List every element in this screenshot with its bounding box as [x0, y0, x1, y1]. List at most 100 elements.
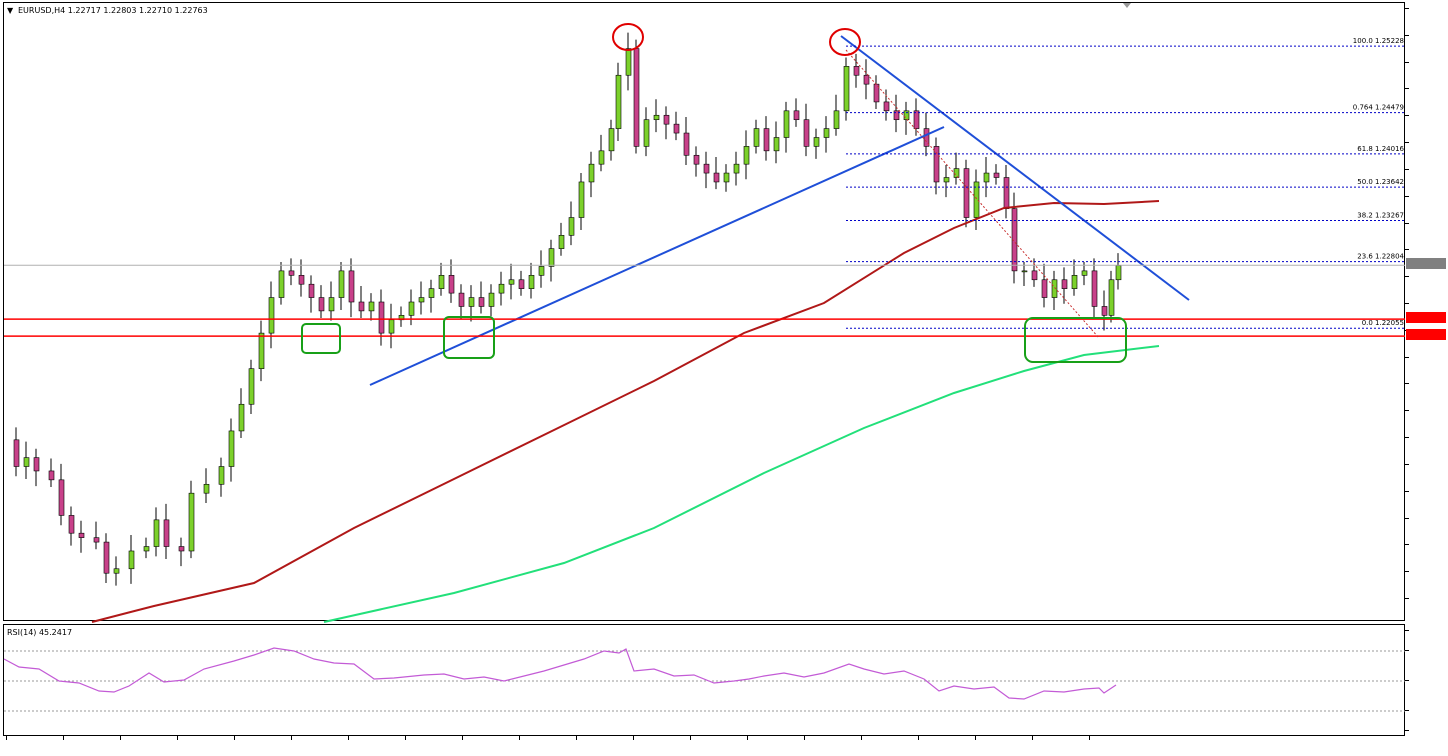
candle-body [228, 430, 235, 467]
symbol-ohlc-label: EURUSD,H4 1.22717 1.22803 1.22710 1.2276… [18, 6, 208, 15]
candle-body [1051, 279, 1058, 298]
candle-body [823, 128, 830, 138]
candle-body [963, 168, 970, 218]
candle-body [478, 297, 485, 307]
candle-body [913, 110, 920, 129]
fib-level-label: 100.0 1.25228 [1353, 37, 1404, 45]
candle-body [358, 301, 365, 312]
price-chart-canvas: 100.0 1.25228 0.764 1.24479 61.8 1.24016 50… [4, 3, 1406, 623]
candle-body [703, 163, 710, 174]
moving-average-200 [323, 345, 1160, 623]
fib-level-label: 0.0 1.22055 [1362, 319, 1404, 327]
candle-body [348, 270, 355, 303]
rsi-canvas [3, 647, 1406, 712]
candle-body [218, 466, 225, 485]
candle-body [833, 110, 840, 129]
candle-body [468, 297, 475, 307]
candle-body [528, 275, 535, 289]
candle-body [588, 163, 595, 183]
candlesticks [13, 32, 1122, 586]
candle-body [248, 368, 255, 405]
candle-body [113, 568, 120, 574]
candle-body [733, 163, 740, 174]
candle-body [548, 248, 555, 267]
candle-body [558, 235, 565, 249]
candle-body [458, 292, 465, 307]
candle-body [408, 301, 415, 316]
falling-trendline [840, 35, 1190, 301]
candle-body [163, 519, 170, 547]
candle-body [883, 101, 890, 112]
fib-level-label: 50.0 1.23642 [1357, 178, 1404, 186]
candle-body [953, 168, 960, 178]
candle-body [448, 275, 455, 294]
candle-body [1108, 279, 1115, 316]
candle-body [608, 128, 615, 152]
rising-trendline [369, 126, 945, 386]
candle-body [93, 537, 100, 543]
candle-body [368, 301, 375, 312]
candle-body [268, 297, 275, 334]
fib-level-label: 61.8 1.24016 [1357, 145, 1404, 153]
candle-body [418, 297, 425, 303]
candle-body [68, 515, 75, 534]
candle-body [288, 270, 295, 276]
support-marker-box [443, 316, 495, 359]
candle-body [143, 546, 150, 552]
candle-body [793, 110, 800, 121]
chart-dropdown-icon[interactable]: ▼ [7, 6, 14, 15]
candle-body [973, 181, 980, 218]
current-price-tag [1406, 258, 1446, 270]
candle-body [538, 266, 545, 276]
candle-body [693, 154, 700, 165]
support-marker-box [301, 323, 341, 354]
candle-body [33, 457, 40, 472]
candle-body [578, 181, 585, 218]
candle-body [258, 332, 265, 369]
candle-body [238, 403, 245, 432]
candle-body [673, 123, 680, 134]
candle-body [1101, 306, 1108, 316]
candle-body [428, 288, 435, 298]
candle-body [943, 177, 950, 183]
support-price-tag [1406, 312, 1446, 324]
candle-body [783, 110, 790, 138]
candle-body [1031, 270, 1038, 281]
candle-body [298, 275, 305, 285]
double-top-marker-circle [612, 23, 644, 51]
candle-body [633, 48, 640, 147]
candle-body [508, 279, 515, 285]
candle-body [23, 457, 30, 467]
candle-body [58, 479, 65, 516]
candle-body [903, 110, 910, 121]
rsi-panel[interactable]: RSI(14) 45.2417 [3, 624, 1406, 736]
candle-body [615, 74, 622, 129]
candle-body [318, 297, 325, 312]
time-axis[interactable] [0, 736, 1448, 756]
candle-body [1115, 265, 1122, 281]
price-chart-panel[interactable]: 100.0 1.25228 0.764 1.24479 61.8 1.24016 50… [3, 2, 1406, 623]
candle-body [663, 114, 670, 125]
fib-level-label: 0.764 1.24479 [1353, 104, 1404, 112]
candle-body [1021, 270, 1028, 273]
fibonacci-levels: 100.0 1.25228 0.764 1.24479 61.8 1.24016 50… [846, 37, 1406, 329]
support-marker-box [1024, 317, 1127, 363]
candle-body [993, 172, 1000, 178]
candle-body [438, 275, 445, 289]
candle-body [388, 319, 395, 334]
candle-body [488, 292, 495, 307]
candle-body [653, 114, 660, 121]
price-axis[interactable] [1405, 2, 1448, 621]
candle-body [188, 492, 195, 552]
candle-body [763, 128, 770, 152]
candle-body [598, 150, 605, 165]
candle-body [1011, 208, 1018, 272]
candle-body [13, 439, 20, 467]
rsi-line [3, 647, 1117, 700]
candle-body [683, 132, 690, 156]
candle-body [863, 74, 870, 85]
candle-body [1071, 275, 1078, 289]
candle-body [328, 297, 335, 312]
candle-body [128, 550, 135, 570]
candle-body [893, 110, 900, 121]
